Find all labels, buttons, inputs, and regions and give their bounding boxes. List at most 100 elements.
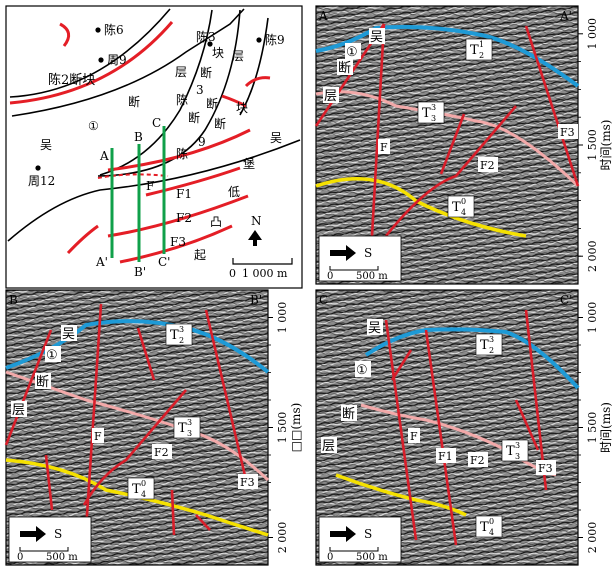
panel-c-horizon-pink [360, 403, 557, 477]
panel-a-wu-box-c1 [345, 43, 361, 59]
panel-b-t33-sub: 3 [187, 429, 192, 438]
panel-c-t40-sub: 4 [489, 528, 494, 537]
map-char-7: 断 [206, 96, 218, 111]
panel-a-scale-label: 500 m [356, 271, 388, 282]
panel-c-wu-box-c1 [355, 361, 371, 377]
map-label-c-prime: C' [158, 255, 170, 269]
map-label-b-prime: B' [134, 265, 146, 279]
panel-a-direction-arrow-icon [330, 245, 356, 261]
panel-a-fault-trace-5 [439, 113, 466, 175]
panel-b-fault-box-f [92, 428, 104, 443]
panel-b-time-tick-0: 1 000 [276, 302, 289, 334]
panel-a-right-label: A' [559, 9, 572, 23]
map-label-zhou9: 周9 [107, 53, 127, 67]
panel-c-t23-sup: 3 [489, 335, 494, 344]
panel-a-left-label: A [318, 9, 328, 23]
panel-c-wu-box-wu [367, 319, 383, 335]
panel-c-wu-box-duan [341, 405, 357, 421]
panel-b-direction-label: S [54, 527, 62, 541]
panel-a-t21-sub: 2 [479, 51, 484, 60]
north-label: N [251, 214, 262, 228]
panel-c-fault-box-f2 [468, 452, 488, 467]
panel-a-wu-box-wu [369, 28, 385, 44]
map-scale-bar: 0 1 000 m [229, 258, 293, 280]
map-char-duan: 断 [128, 94, 140, 109]
panel-b-right-label: B' [250, 293, 262, 307]
panel-c-fault-trace-5 [390, 349, 413, 381]
panel-c-wu-char-duan: 断 [342, 407, 355, 422]
panel-b-fault-trace-6 [44, 454, 54, 511]
well-chen9 [256, 37, 262, 43]
well-zhou9 [98, 57, 104, 63]
panel-b-t23-sup: 3 [179, 325, 184, 334]
panel-a-t33-sub: 3 [431, 114, 436, 123]
panel-a-wu-char-duan: 断 [338, 61, 351, 76]
panel-c-direction-arrow-icon [330, 526, 356, 542]
panel-c-scale-label: 500 m [356, 552, 388, 563]
panel-a-scale-zero: 0 [327, 271, 333, 282]
panel-b-t40-sub: 4 [141, 490, 146, 499]
north-arrow: N [248, 214, 262, 246]
map-char-tu: 凸 [210, 215, 222, 229]
panel-a-t21-sup: 1 [479, 40, 484, 49]
panel-a-horizon-blue [315, 24, 580, 88]
panel-c-axis-title: 时间(ms) [599, 402, 613, 453]
map-faults [9, 21, 271, 264]
panel-c-wu-char-wu: 吴 [368, 321, 381, 336]
panel-a-wu-box-duan [337, 59, 353, 75]
panel-c-fault-box-f1 [436, 448, 456, 463]
panel-a-fault-box-f2 [478, 157, 498, 172]
panel-b-t40-sup: 0 [141, 479, 146, 488]
panel-b-scale-label: 500 m [46, 552, 78, 563]
profile-lines [110, 126, 166, 262]
panel-c-fault-trace-1 [384, 319, 418, 541]
map-label-chen6: 陈6 [104, 22, 124, 37]
panel-a-wu-char-c1: ① [346, 45, 358, 60]
panel-c-fault-trace-4 [514, 399, 540, 451]
panel-a-t33-sup: 3 [431, 103, 436, 112]
panel-b-t33-t: T [178, 421, 187, 436]
panel-b-wu-char-wu: 吴 [62, 327, 75, 342]
panel-a-horizon-pink [315, 90, 580, 188]
panel-b-wu-char-ceng: 层 [12, 403, 25, 418]
panel-b-wu-char-duan: 断 [36, 375, 49, 390]
well-markers [35, 27, 262, 171]
panel-b-wu-box-wu [61, 325, 77, 341]
panel-b-wu-box-duan [35, 373, 51, 389]
map-char-bao: 堡 [243, 156, 255, 171]
map-label-c: C [152, 116, 161, 130]
panel-a-t33-t: T [422, 106, 431, 121]
panel-c-fault-f1: F1 [438, 450, 453, 463]
panel-a-wu-box-ceng [323, 87, 339, 103]
panel-a-wu-char-wu: 吴 [370, 30, 383, 45]
panel-c-fault-f2: F2 [470, 454, 485, 467]
panel-a-time-axis: 1 000 1 500 2 000 时间(ms) [578, 18, 613, 272]
panel-b-wu-char-c1: ① [46, 348, 58, 363]
panel-b-wu-box-c1 [45, 346, 61, 362]
panel-c-fault-box-f [408, 428, 420, 443]
map-char-3: 层 [175, 65, 187, 79]
panel-b-wu-box-ceng [11, 401, 27, 417]
panel-b-fault-box-f2 [152, 444, 172, 459]
panel-a-fault-box-f3 [558, 124, 578, 139]
panel-b-fault-trace-1 [84, 303, 103, 531]
panel-c-time-axis: 1 000 1 500 2 000 时间(ms) [578, 302, 613, 553]
map-label-zhou12: 周12 [28, 174, 55, 188]
map-char-12: 陈 [176, 146, 188, 161]
panel-c-t33-t: T [506, 444, 515, 459]
panel-b-time-tick-1: 1 500 [276, 412, 289, 444]
panel-a-fault-f2: F2 [480, 159, 495, 172]
panel-a-direction-label: S [364, 246, 372, 260]
panel-b-scale-box: S 0 500 m [8, 516, 92, 563]
panel-a-horizon-label-t21: T 1 2 [465, 38, 493, 61]
map-char-5: 3 [196, 83, 204, 97]
panel-b-left-label: B [9, 293, 18, 307]
panel-b-horizon-label-t33: T 3 3 [173, 416, 201, 439]
panel-a-wu-char-ceng: 层 [324, 89, 337, 104]
panel-b-time-axis: 1 000 1 500 2 000 □□(ms) [268, 302, 303, 553]
panel-c-t33-sub: 3 [515, 452, 520, 461]
panel-c-t23-sub: 2 [489, 346, 494, 355]
location-map: 陈6 周9 陈2断块 陈3 陈9 周12 块 断 层 层 3 陈 断 块 断 断… [5, 5, 303, 289]
